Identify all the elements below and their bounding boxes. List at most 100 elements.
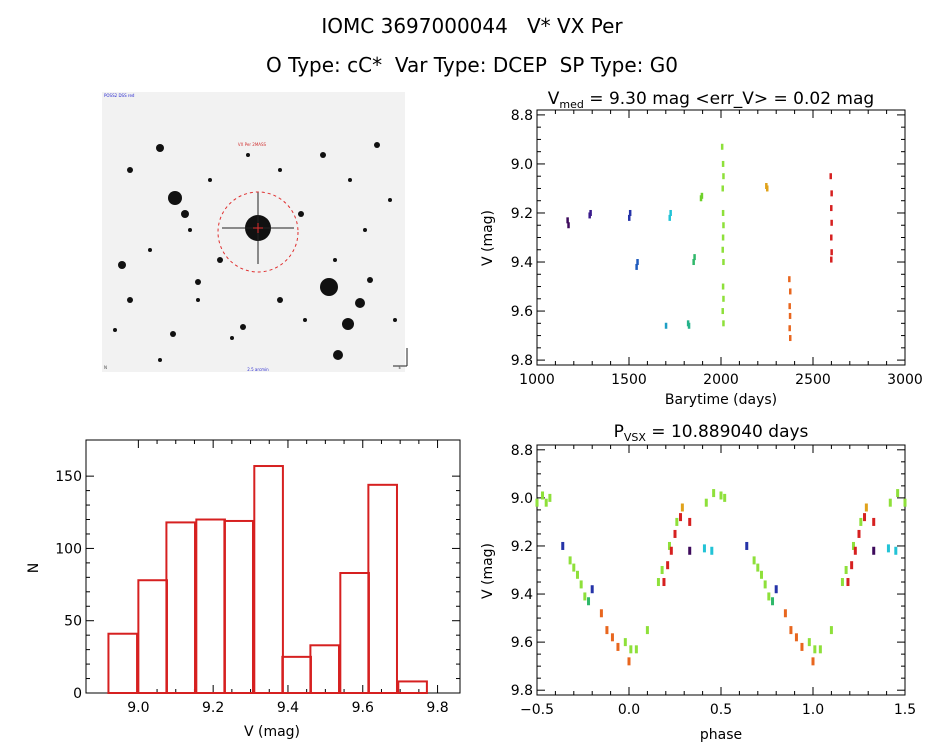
data-point [721,160,725,167]
data-point [712,489,716,498]
data-point [721,209,725,216]
y-tick-label: 9.0 [511,491,533,507]
data-point [590,585,594,594]
data-point [664,322,668,329]
data-point [721,246,724,253]
x-tick-label: −0.5 [520,702,554,718]
data-point [859,517,863,526]
data-point [722,173,725,180]
data-point [830,256,833,263]
data-point [794,633,798,642]
data-point [886,544,890,553]
data-point [864,503,868,512]
star [195,279,201,285]
variable-type: Var Type: DCEP [394,53,547,77]
data-point [851,541,855,550]
data-point [583,592,587,601]
data-point [645,626,649,635]
star [393,318,397,322]
data-point [789,288,792,295]
x-tick-label: 2000 [703,372,739,388]
data-point [704,498,708,507]
data-point [756,563,760,572]
star [298,211,304,217]
data-point [829,173,832,180]
y-tick-label: 150 [55,469,82,485]
x-tick-label: 1500 [611,372,647,388]
data-point [568,556,572,565]
star [348,178,352,182]
y-tick-label: 9.2 [511,539,533,555]
star [148,248,152,252]
data-point [616,642,620,651]
y-tick-label: 9.6 [511,635,533,651]
star [113,328,117,332]
histogram-bar [107,632,139,694]
data-point [693,254,696,261]
object-type: O Type: cC* [266,53,383,77]
star [374,142,380,148]
data-point [623,638,627,647]
data-point [863,513,867,522]
data-point [610,633,614,642]
data-point [566,217,569,224]
x-tick-label: 2500 [795,372,831,388]
star [355,298,365,308]
object-id: IOMC 3697000044 [321,14,508,38]
x-tick-label: 1000 [519,372,555,388]
phased-curve-title: PVSX = 10.889040 days [614,422,809,444]
y-tick-label: 9.4 [511,587,533,603]
data-point [680,503,684,512]
star [367,277,373,283]
data-point [667,541,671,550]
y-tick-label: 0 [73,686,82,702]
data-point [789,626,793,635]
data-point [572,563,576,572]
data-point [844,566,848,574]
star [217,257,223,263]
x-tick-label: 9.4 [277,700,299,716]
data-point [634,645,638,654]
star [181,210,189,218]
y-tick-label: 9.4 [511,255,533,271]
data-point [830,205,833,212]
data-point [589,209,592,216]
data-point [830,249,833,256]
data-point [687,322,691,329]
image-label-scale: 2.5 arcmin [247,367,269,372]
data-point [688,546,692,555]
data-point [722,259,725,266]
star [240,324,246,330]
histogram-bar [309,644,341,695]
data-point [766,185,769,192]
data-point [857,529,861,538]
data-point [811,657,815,666]
data-point [788,312,792,319]
star [230,336,234,340]
x-tick-label: 1.5 [894,702,916,718]
data-point [813,645,817,654]
y-tick-label: 50 [64,614,82,630]
data-point [710,546,714,555]
x-tick-label: 0.0 [618,702,640,718]
star [333,258,337,262]
data-point [888,498,892,507]
data-point [783,609,787,618]
data-point [853,546,857,555]
x-tick-label: 9.6 [352,700,374,716]
data-point [722,222,725,229]
y-tick-label: 9.2 [511,206,533,222]
star [342,318,354,330]
data-point [830,234,833,241]
y-axis-label: V (mag) [480,210,496,266]
data-point [675,517,679,526]
y-tick-label: 8.8 [511,108,533,124]
star [127,167,133,173]
data-point [535,498,539,507]
star [246,153,250,157]
data-point [872,517,876,526]
data-point [541,491,545,500]
star [303,318,307,322]
